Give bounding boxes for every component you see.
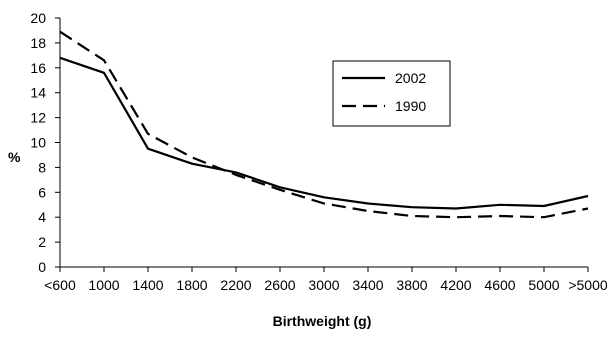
x-tick-label: >5000 [568,277,608,293]
y-tick-label: 16 [30,60,46,76]
x-tick-label: 3400 [352,277,383,293]
y-tick-label: 18 [30,35,46,51]
y-tick-label: 2 [38,234,46,250]
y-tick-label: 12 [30,110,46,126]
y-ticks: 0 2 4 6 8 10 12 14 16 18 20 [30,10,60,275]
x-tick-label: <600 [44,277,76,293]
y-tick-label: 0 [38,259,46,275]
legend: 2002 1990 [332,60,451,127]
y-tick-label: 14 [30,85,46,101]
y-tick-label: 6 [38,184,46,200]
axes [59,18,588,268]
legend-box [332,60,451,127]
y-tick-label: 10 [30,135,46,151]
legend-label-1990: 1990 [395,98,426,114]
series [59,30,589,219]
series-line-2002 [59,56,589,210]
x-tick-label: 3000 [308,277,339,293]
legend-label-2002: 2002 [395,70,426,86]
y-tick-label: 8 [38,159,46,175]
x-tick-label: 1000 [88,277,119,293]
x-tick-label: 4600 [484,277,515,293]
y-axis-title: % [8,149,21,165]
x-tick-label: 3800 [396,277,427,293]
x-ticks: <600 1000 1400 1800 2200 2600 3000 3400 3800 4200… [44,267,608,293]
x-tick-label: 1800 [176,277,207,293]
x-tick-label: 2600 [264,277,295,293]
y-tick-label: 4 [38,209,46,225]
x-tick-label: 4200 [440,277,471,293]
x-tick-label: 2200 [220,277,251,293]
x-tick-label: 5000 [528,277,559,293]
series-line-1990 [59,30,589,219]
x-axis-title: Birthweight (g) [273,313,372,329]
y-tick-label: 20 [30,10,46,26]
x-tick-label: 1400 [132,277,163,293]
